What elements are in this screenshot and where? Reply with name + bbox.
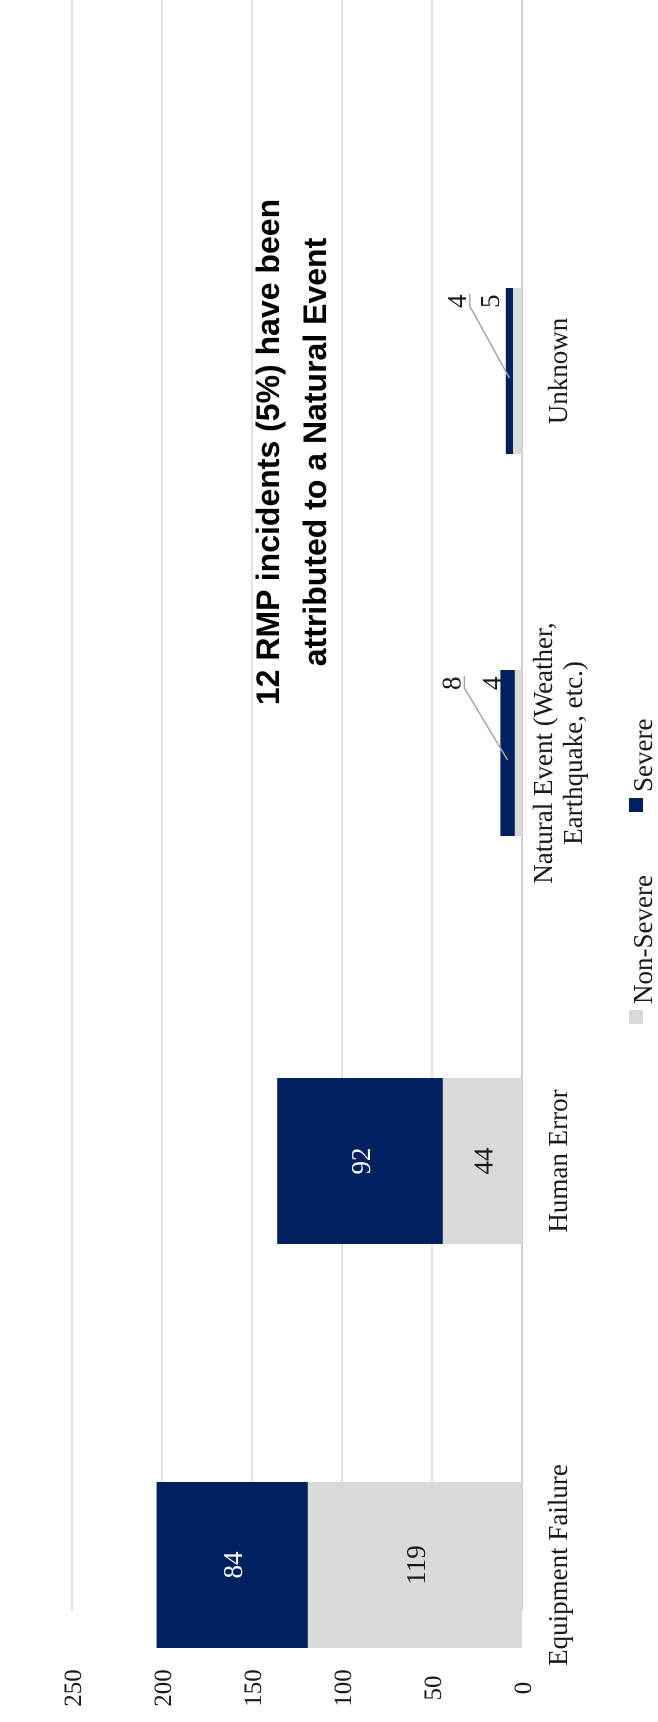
bar-severe-0 [156, 1482, 308, 1648]
tick-label-0: 0 [510, 1682, 537, 1695]
tick-label-150: 150 [240, 1669, 267, 1707]
bar-severe-1 [277, 1078, 443, 1244]
bar-non-severe-1 [442, 1078, 522, 1244]
value-label-non-severe-0: 119 [401, 1545, 431, 1585]
bar-non-severe-3 [513, 288, 522, 454]
tick-label-50: 50 [420, 1676, 447, 1701]
leader-line-2 [463, 676, 509, 761]
legend-swatch-non-severe [629, 1010, 643, 1024]
gridlines [71, 0, 523, 1610]
value-label-non-severe-3: 5 [475, 295, 505, 309]
bar-non-severe-0 [307, 1482, 522, 1648]
category-label-3: Unknown [543, 317, 573, 424]
value-label-severe-3: 4 [442, 294, 472, 308]
category-label-2-line-0: Natural Event (Weather, [528, 622, 558, 883]
bar-severe-3 [505, 288, 513, 454]
value-axis-tick-labels: 0 50 100 150 200 250 [60, 1669, 537, 1707]
value-label-non-severe-2: 4 [477, 676, 507, 690]
value-label-non-severe-1: 44 [468, 1147, 498, 1175]
bar-severe-2 [500, 670, 515, 836]
tick-label-100: 100 [330, 1669, 357, 1707]
legend-label-non-severe: Non-Severe [628, 875, 658, 1004]
annotation-line-2: attributed to a Natural Event [297, 237, 333, 666]
legend-label-severe: Severe [628, 719, 658, 792]
legend-swatch-severe [629, 798, 643, 812]
leader-line-3 [469, 294, 511, 379]
leader-lines [463, 294, 511, 761]
bar-non-severe-2 [514, 670, 522, 836]
value-label-severe-0: 84 [218, 1551, 248, 1579]
tick-label-200: 200 [150, 1669, 177, 1707]
category-label-0: Equipment Failure [543, 1464, 573, 1666]
tick-label-250: 250 [60, 1669, 87, 1707]
category-label-1: Human Error [543, 1089, 573, 1232]
annotation-line-1: 12 RMP incidents (5%) have been [250, 199, 286, 705]
category-label-2-line-1: Earthquake, etc.) [558, 661, 588, 845]
value-label-severe-2: 8 [436, 677, 466, 691]
category-labels: Equipment Failure Human Error Natural Even… [528, 317, 588, 1666]
annotation: 12 RMP incidents (5%) have been attribute… [250, 199, 333, 705]
value-label-severe-1: 92 [346, 1148, 376, 1175]
bars [156, 288, 522, 1648]
legend: Non-Severe Severe [628, 719, 658, 1024]
